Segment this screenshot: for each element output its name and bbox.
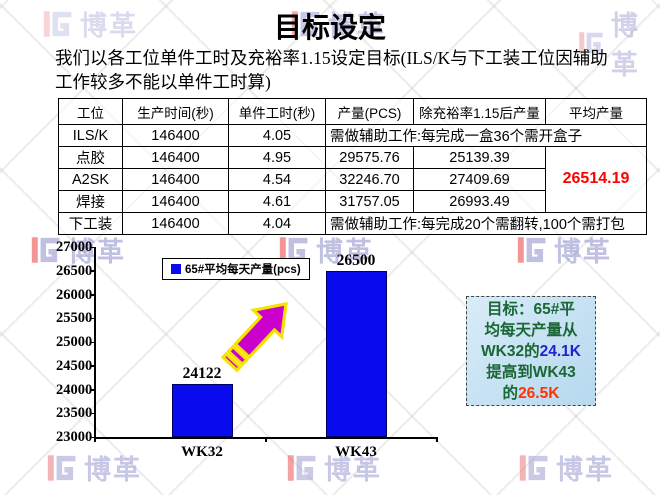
intro-text: 我们以各工位单件工时及充裕率1.15设定目标(ILS/K与下工装工位因辅助工作较… — [55, 48, 608, 92]
x-axis-tick — [265, 437, 267, 442]
watermark-text: 博革 — [556, 455, 614, 485]
goal-line5-prefix: 的 — [502, 384, 519, 402]
table-cell: 146400 — [122, 190, 229, 213]
table-cell: 4.54 — [228, 168, 326, 191]
table-cell: 29575.76 — [325, 146, 414, 169]
table-header: 工位 生产时间(秒) 单件工时(秒) 产量(PCS) 除充裕率1.15后产量 平均产量 — [58, 98, 647, 125]
goal-line3-prefix: WK32的 — [481, 342, 540, 360]
boge-logo-watermark: 博革 — [514, 230, 612, 269]
table-cell: 146400 — [122, 168, 229, 191]
table-cell: 下工装 — [58, 212, 123, 235]
y-axis-tick-label: 24500 — [56, 357, 93, 374]
y-axis-tick — [90, 365, 95, 367]
table-cell: 31757.05 — [325, 190, 414, 213]
table-cell: 4.61 — [228, 190, 326, 213]
bar-chart: 65#平均每天产量(pcs) 23000 23500 24000 24500 25000… — [56, 239, 455, 473]
y-axis-tick-label: 27000 — [56, 239, 93, 255]
y-axis-tick — [90, 341, 95, 343]
chart-bar-wk32 — [171, 383, 233, 437]
target-table: 工位 生产时间(秒) 单件工时(秒) 产量(PCS) 除充裕率1.15后产量 平均产量 I… — [58, 98, 647, 235]
table-cell: 4.05 — [228, 124, 326, 147]
table-cell: 27409.69 — [413, 168, 546, 191]
y-axis-tick-label: 25000 — [56, 334, 93, 350]
page-title: 目标设定 — [273, 12, 386, 43]
bar-value-label: 24122 — [182, 364, 222, 382]
y-axis-tick-label: 26500 — [56, 262, 93, 279]
table-cell: 点胶 — [58, 146, 123, 169]
x-axis-tick — [436, 437, 438, 442]
table-cell: 焊接 — [58, 190, 123, 213]
x-axis-category-label: WK43 — [335, 444, 377, 460]
table-cell: 146400 — [122, 212, 229, 235]
y-axis-tick-label: 26000 — [56, 286, 93, 303]
y-axis-tick — [90, 317, 95, 320]
column-header: 产量(PCS) — [325, 98, 414, 125]
table-row: 点胶 146400 4.95 29575.76 25139.39 26514.19 — [58, 146, 647, 213]
y-axis-tick-label: 23000 — [56, 429, 93, 445]
y-axis-tick-label: 25500 — [56, 310, 93, 327]
x-axis-category-label: WK32 — [181, 444, 223, 460]
table-cell: ILS/K — [58, 124, 123, 147]
goal-line1: 目标：65#平 — [487, 300, 575, 318]
boge-logo-icon — [519, 454, 548, 481]
column-header: 生产时间(秒) — [122, 98, 229, 125]
goal-wk43-value: 26.5K — [518, 384, 560, 402]
table-cell: 需做辅助工作:每完成20个需翻转,100个需打包 — [325, 212, 647, 235]
y-axis-tick — [90, 246, 95, 248]
y-axis-tick-label: 24000 — [56, 381, 93, 398]
column-header: 除充裕率1.15后产量 — [413, 98, 546, 125]
watermark-text: 博革 — [554, 237, 612, 267]
chart-legend: 65#平均每天产量(pcs) — [162, 258, 310, 280]
y-axis-tick-label: 23500 — [56, 405, 93, 422]
table-cell: 32246.70 — [325, 168, 414, 191]
growth-arrow-icon — [220, 301, 288, 373]
boge-logo-icon — [517, 236, 546, 263]
table-cell: 146400 — [122, 146, 229, 169]
legend-swatch-icon — [171, 264, 181, 274]
goal-text: 目标：65#平 均每天产量从 WK32的24.1K 提高到WK43 的26.5K — [481, 299, 581, 404]
table-row: 焊接 146400 4.61 31757.05 26993.49 — [58, 190, 647, 213]
chart-bar-wk43 — [325, 270, 387, 437]
bar-value-label: 26500 — [336, 251, 376, 269]
table-cell: 4.04 — [228, 212, 326, 235]
y-axis-tick — [90, 294, 95, 296]
column-header: 平均产量 — [545, 98, 647, 125]
boge-logo-watermark: 博革 — [516, 448, 614, 487]
table-body: ILS/K 146400 4.05 需做辅助工作:每完成一盒36个需开盒子 点胶 1464… — [58, 124, 647, 235]
table-cell: A2SK — [58, 168, 123, 191]
goal-wk32-value: 24.1K — [539, 342, 581, 360]
legend-label: 65#平均每天产量(pcs) — [185, 264, 301, 276]
y-axis-tick — [90, 412, 95, 415]
table-cell: 26993.49 — [413, 190, 546, 213]
table-cell: 146400 — [122, 124, 229, 147]
goal-line4: 提高到WK43 — [486, 363, 576, 381]
goal-callout: 目标：65#平 均每天产量从 WK32的24.1K 提高到WK43 的26.5K — [466, 296, 596, 406]
table-cell: 4.95 — [228, 146, 326, 169]
x-axis-tick — [94, 437, 96, 442]
column-header: 单件工时(秒) — [228, 98, 326, 125]
table-cell: 25139.39 — [413, 146, 546, 169]
y-axis-tick — [90, 389, 95, 391]
average-output-value: 26514.19 — [545, 146, 647, 213]
table-row: ILS/K 146400 4.05 需做辅助工作:每完成一盒36个需开盒子 — [58, 124, 647, 147]
y-axis-tick — [90, 270, 95, 272]
table-cell: 需做辅助工作:每完成一盒36个需开盒子 — [325, 124, 647, 147]
table-row: 下工装 146400 4.04 需做辅助工作:每完成20个需翻转,100个需打包 — [58, 212, 647, 235]
y-axis-tick — [90, 436, 95, 438]
goal-line2: 均每天产量从 — [484, 321, 578, 339]
column-header: 工位 — [58, 98, 123, 125]
